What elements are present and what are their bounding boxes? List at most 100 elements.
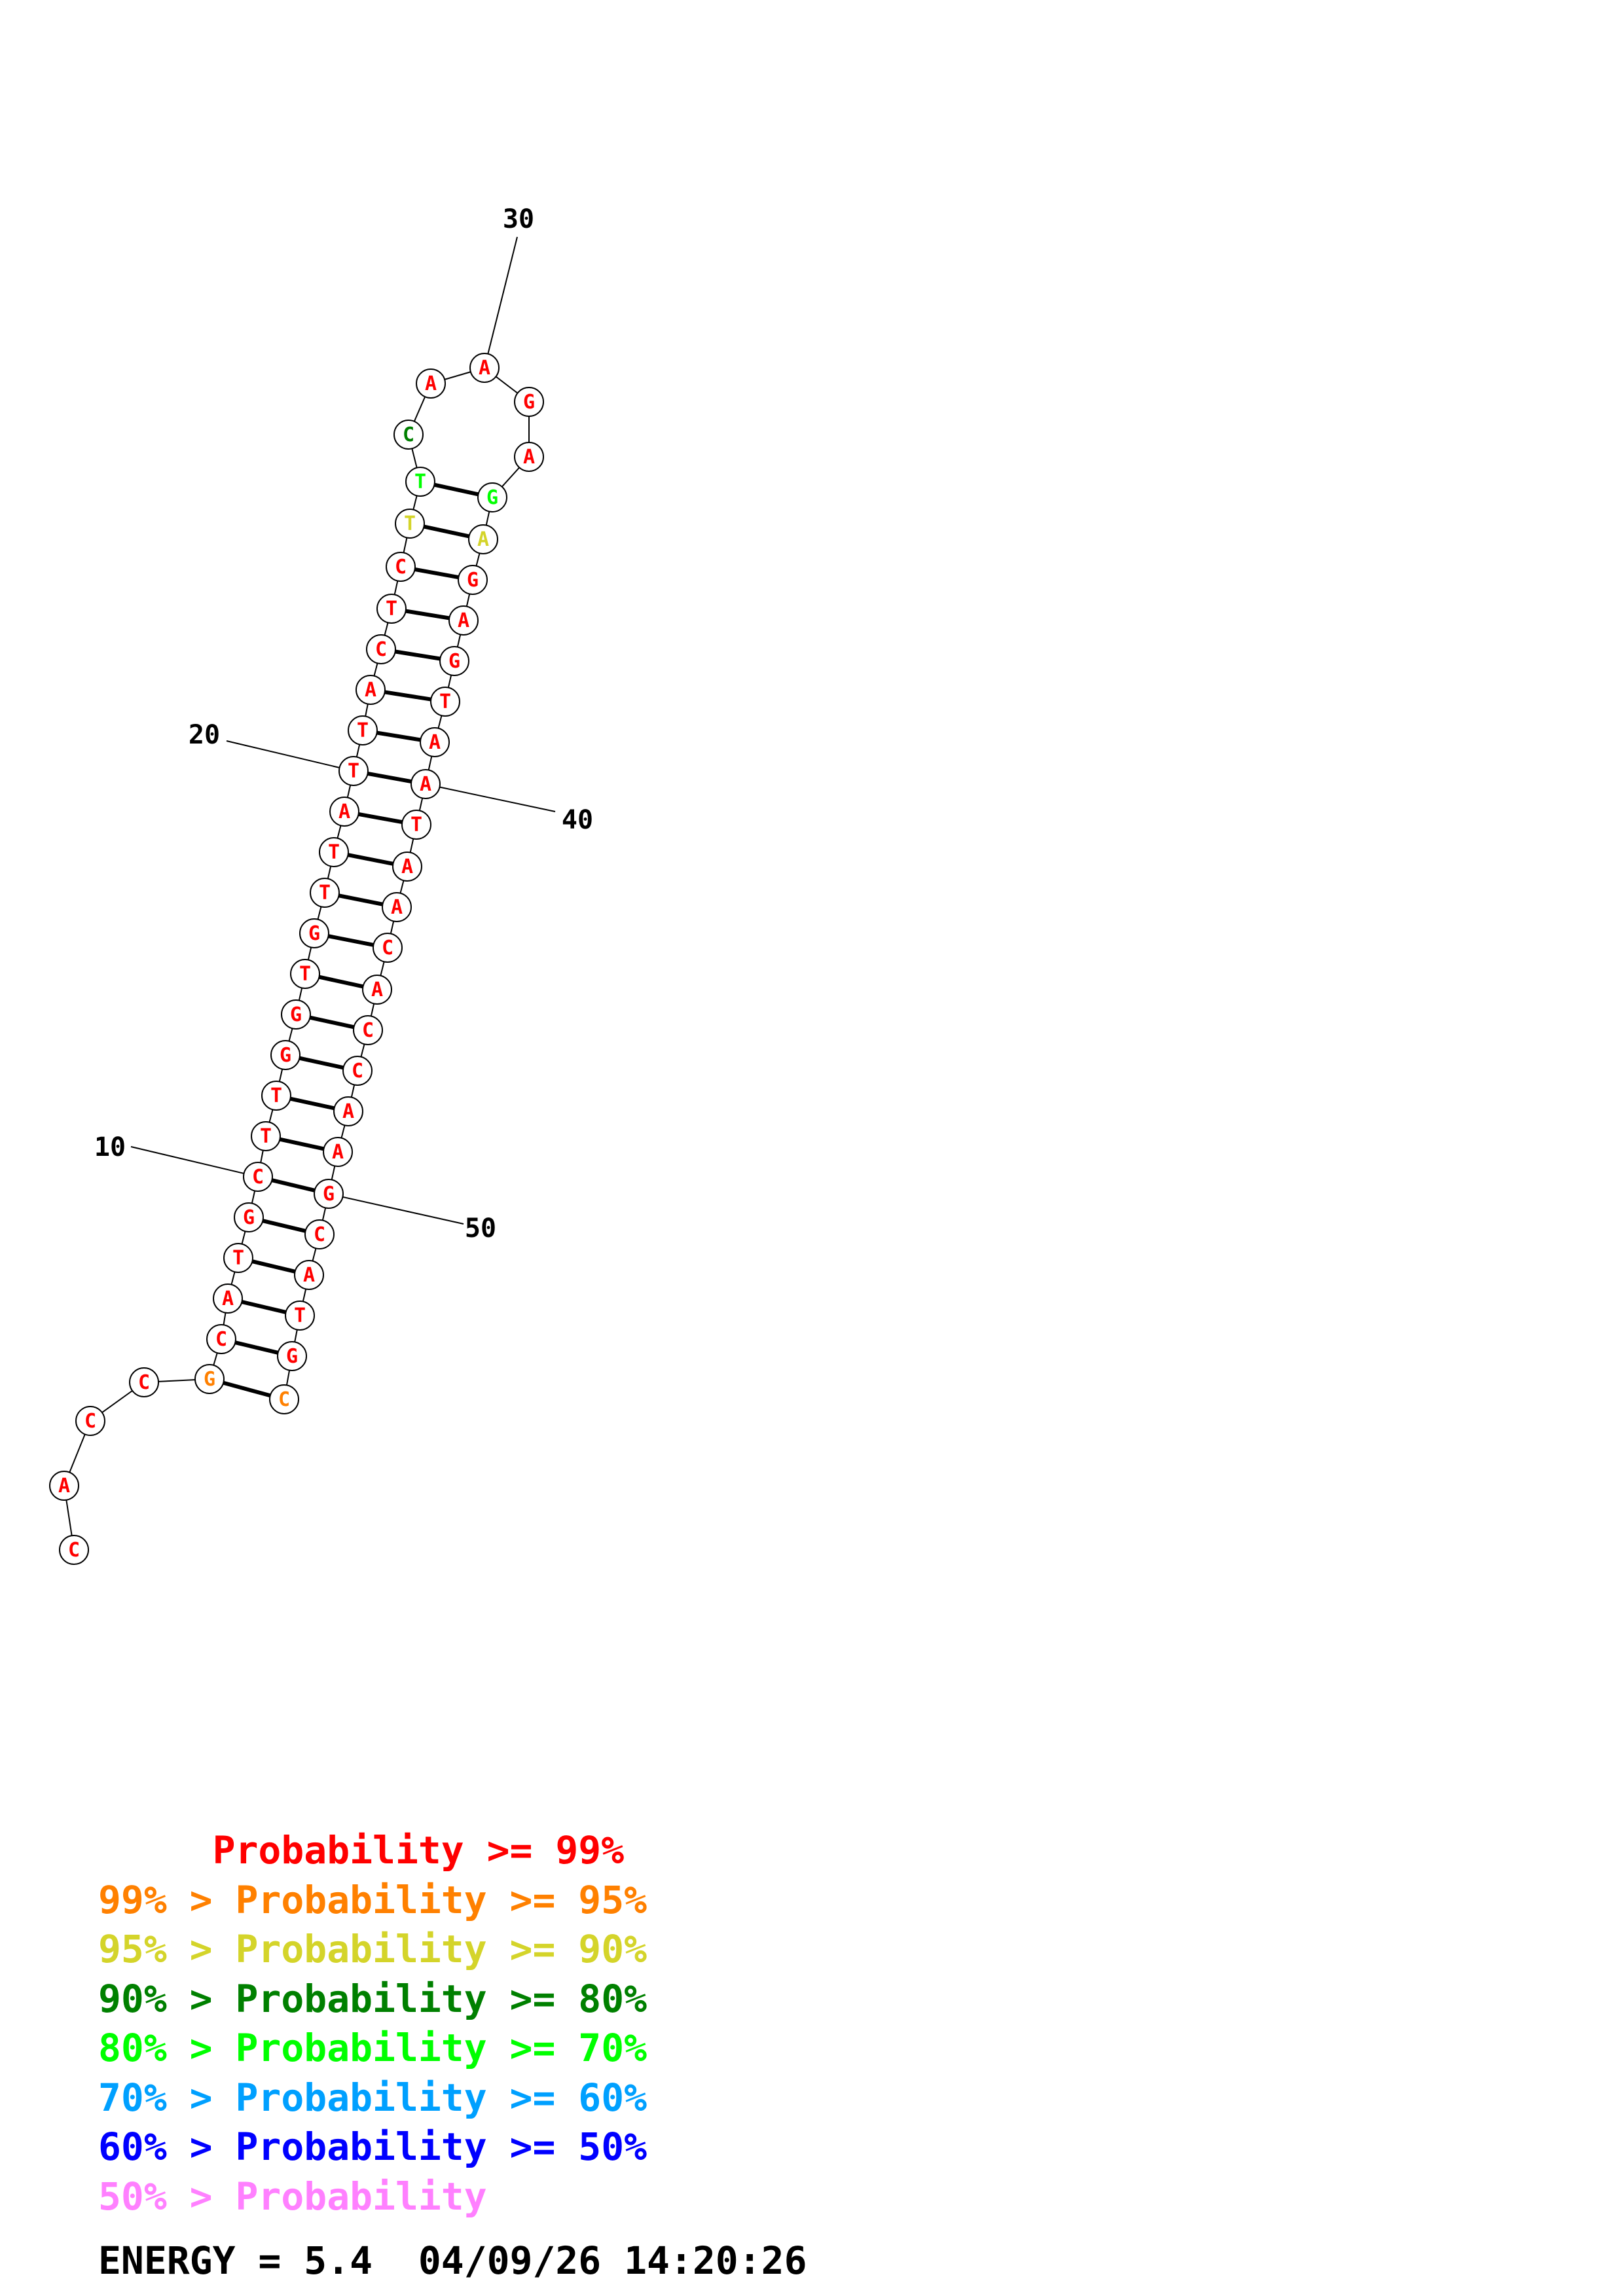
nucleotide-letter: T [232,1247,244,1270]
nucleotide: T [401,810,431,840]
nucleotide-circle [469,353,500,383]
nucleotide-circle [353,1015,383,1045]
nucleotide-circle [366,634,396,664]
nucleotide-circle [223,1243,253,1273]
nucleotide: A [329,797,359,827]
nucleotide-circle [439,646,469,676]
legend-entry: 60% > Probability >= 50% [98,2125,647,2169]
nucleotide: A [469,353,500,383]
nucleotide: T [338,756,369,786]
tick-line [130,1146,259,1177]
nucleotide-letter: T [328,841,340,864]
nucleotide-letter: A [401,855,413,878]
legend-entry: Probability >= 99% [98,1828,625,1873]
nucleotide-letter: C [84,1410,96,1433]
nucleotide-circle [294,1260,324,1290]
nucleotide: C [393,420,424,450]
nucleotide-letter: T [404,512,416,535]
nucleotide: A [323,1137,353,1167]
nucleotide: T [285,1300,315,1331]
nucleotide-letter: C [375,638,387,661]
nucleotide-circle [348,715,378,745]
nucleotide: A [392,852,422,882]
nucleotide-circle [304,1219,335,1249]
nucleotide: C [366,634,396,664]
nucleotide-letter: A [425,372,437,395]
tick-label: 50 [465,1213,496,1244]
base-pair-line [271,1178,316,1193]
nucleotide-letter: G [243,1206,255,1229]
nucleotide: A [333,1096,363,1126]
nucleotide-letter: C [278,1388,290,1411]
nucleotide-circle [477,482,507,512]
nucleotide: A [514,442,544,472]
nucleotide-circle [261,1081,291,1111]
nucleotide-circle [514,442,544,472]
nucleotide: C [59,1535,89,1565]
base-pair-line [289,1096,335,1111]
nucleotide-circle [314,1179,344,1209]
tick-line [425,783,556,812]
nucleotide: G [514,387,544,417]
nucleotide: A [468,524,498,554]
nucleotide: A [362,975,392,1005]
nucleotide-circle [234,1202,264,1232]
nucleotide-letter: A [338,800,350,823]
nucleotide-letter: C [395,556,407,579]
nucleotide-letter: G [323,1183,335,1206]
nucleotide-letter: G [448,650,460,673]
nucleotide-letter: G [290,1003,302,1026]
nucleotide: T [261,1081,291,1111]
nucleotide-letter: C [314,1223,325,1246]
nucleotide-letter: A [365,679,376,702]
base-pair-line [414,567,459,580]
nucleotide-letter: T [357,719,369,742]
nucleotide-circle [75,1406,105,1436]
nucleotide-letter: T [294,1304,306,1327]
nucleotide: G [299,918,329,948]
nucleotide-letter: T [348,760,359,783]
nucleotide-letter: C [352,1060,363,1083]
nucleotide-circle [206,1324,236,1354]
nucleotide-letter: T [439,691,451,713]
base-pair-line [234,1340,279,1355]
nucleotide-circle [458,565,488,595]
nucleotide: T [376,594,407,624]
legend-entry: 90% > Probability >= 80% [98,1976,647,2021]
nucleotide-circle [310,878,340,908]
nucleotide: C [304,1219,335,1249]
position-ticks: 10 20 30 40 50 [94,204,593,1244]
tick-line [226,740,354,772]
nucleotide: T [395,509,425,539]
nucleotide: T [405,467,435,497]
tick-label: 40 [562,805,593,835]
nucleotide: T [310,878,340,908]
base-pair-line [405,609,450,620]
probability-legend: Probability >= 99% 99% > Probability >= 9… [98,1826,647,2221]
nucleotide-letter: A [342,1100,354,1123]
nucleotide-letter: C [362,1019,374,1042]
base-pair-line [251,1259,296,1274]
nucleotide-letter: G [486,486,498,509]
nucleotide-circle [251,1121,281,1151]
nucleotide: C [129,1367,159,1397]
base-pair-line [299,1056,344,1070]
nucleotide-circle [299,918,329,948]
nucleotide: A [382,892,412,922]
nucleotide-circle [373,933,403,963]
nucleotide-letter: T [299,963,311,986]
nucleotide: G [477,482,507,512]
base-pair-line [262,1219,306,1233]
base-pair-line [358,812,403,825]
tick-line [484,236,518,368]
nucleotide: G [277,1341,307,1371]
base-pair-line [241,1300,287,1314]
nucleotide-letter: A [458,609,469,632]
nucleotide-circle [285,1300,315,1331]
nucleotide: G [314,1179,344,1209]
base-pair-line [309,1015,355,1030]
nucleotide-circle [395,509,425,539]
legend-entry: 70% > Probability >= 60% [98,2075,647,2120]
nucleotide-letter: T [270,1085,282,1107]
